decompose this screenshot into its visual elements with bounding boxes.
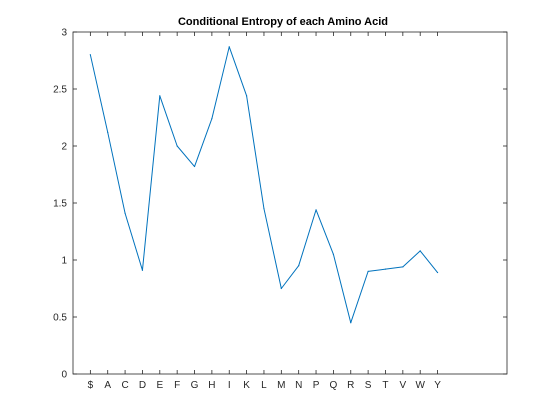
x-tick-label: P <box>313 380 320 391</box>
x-tick-label: $ <box>88 380 94 391</box>
y-axis: 0 0.5 1 1.5 2 2.5 3 <box>53 28 507 381</box>
x-tick-label: V <box>400 380 407 391</box>
data-point <box>419 250 421 252</box>
series-layer <box>89 46 439 324</box>
x-tick-label: E <box>156 380 163 391</box>
x-tick-label: S <box>365 380 372 391</box>
data-point <box>89 54 91 56</box>
x-tick-label: I <box>228 380 231 391</box>
x-tick-label: A <box>104 380 111 391</box>
x-tick-label: Q <box>330 380 338 391</box>
data-point <box>176 145 178 147</box>
series-line <box>89 46 439 324</box>
x-tick-label: Y <box>434 380 441 391</box>
data-point <box>246 95 248 97</box>
chart-title: Conditional Entropy of each Amino Acid <box>178 16 388 28</box>
plot-area-box <box>72 31 508 375</box>
data-point <box>124 212 126 214</box>
x-tick-label: R <box>347 380 354 391</box>
data-point <box>350 322 352 324</box>
x-tick-label: D <box>139 380 146 391</box>
data-point <box>367 270 369 272</box>
data-point <box>384 268 387 270</box>
x-axis: $ A C D E F G H I K L M N P Q R S T V W Y <box>88 32 441 391</box>
data-point <box>298 265 300 267</box>
x-tick-label: F <box>174 380 180 391</box>
x-tick-label: K <box>243 380 250 391</box>
x-tick-label: T <box>382 380 388 391</box>
data-point <box>315 209 317 211</box>
data-point <box>107 131 109 133</box>
x-tick-label: L <box>261 380 267 391</box>
x-tick-label: W <box>415 380 425 391</box>
x-tick-label: H <box>208 380 215 391</box>
x-tick-label: M <box>277 380 285 391</box>
y-tick-label: 0.5 <box>53 313 67 324</box>
y-tick-label: 3 <box>61 28 67 39</box>
y-tick-label: 1 <box>61 256 67 267</box>
data-point <box>436 271 439 274</box>
data-point <box>228 46 230 48</box>
data-point <box>193 165 196 168</box>
x-tick-label: C <box>121 380 128 391</box>
x-tick-label: G <box>191 380 199 391</box>
data-point <box>141 269 144 271</box>
data-point <box>280 287 282 290</box>
y-tick-label: 0 <box>61 370 67 381</box>
y-tick-label: 1.5 <box>53 199 67 210</box>
data-point <box>263 208 265 210</box>
data-point <box>211 118 213 120</box>
y-tick-label: 2.5 <box>53 85 67 96</box>
data-point <box>159 95 161 97</box>
x-tick-label: N <box>295 380 302 391</box>
y-tick-label: 2 <box>61 142 67 153</box>
data-point <box>402 266 404 268</box>
data-point <box>332 253 334 255</box>
